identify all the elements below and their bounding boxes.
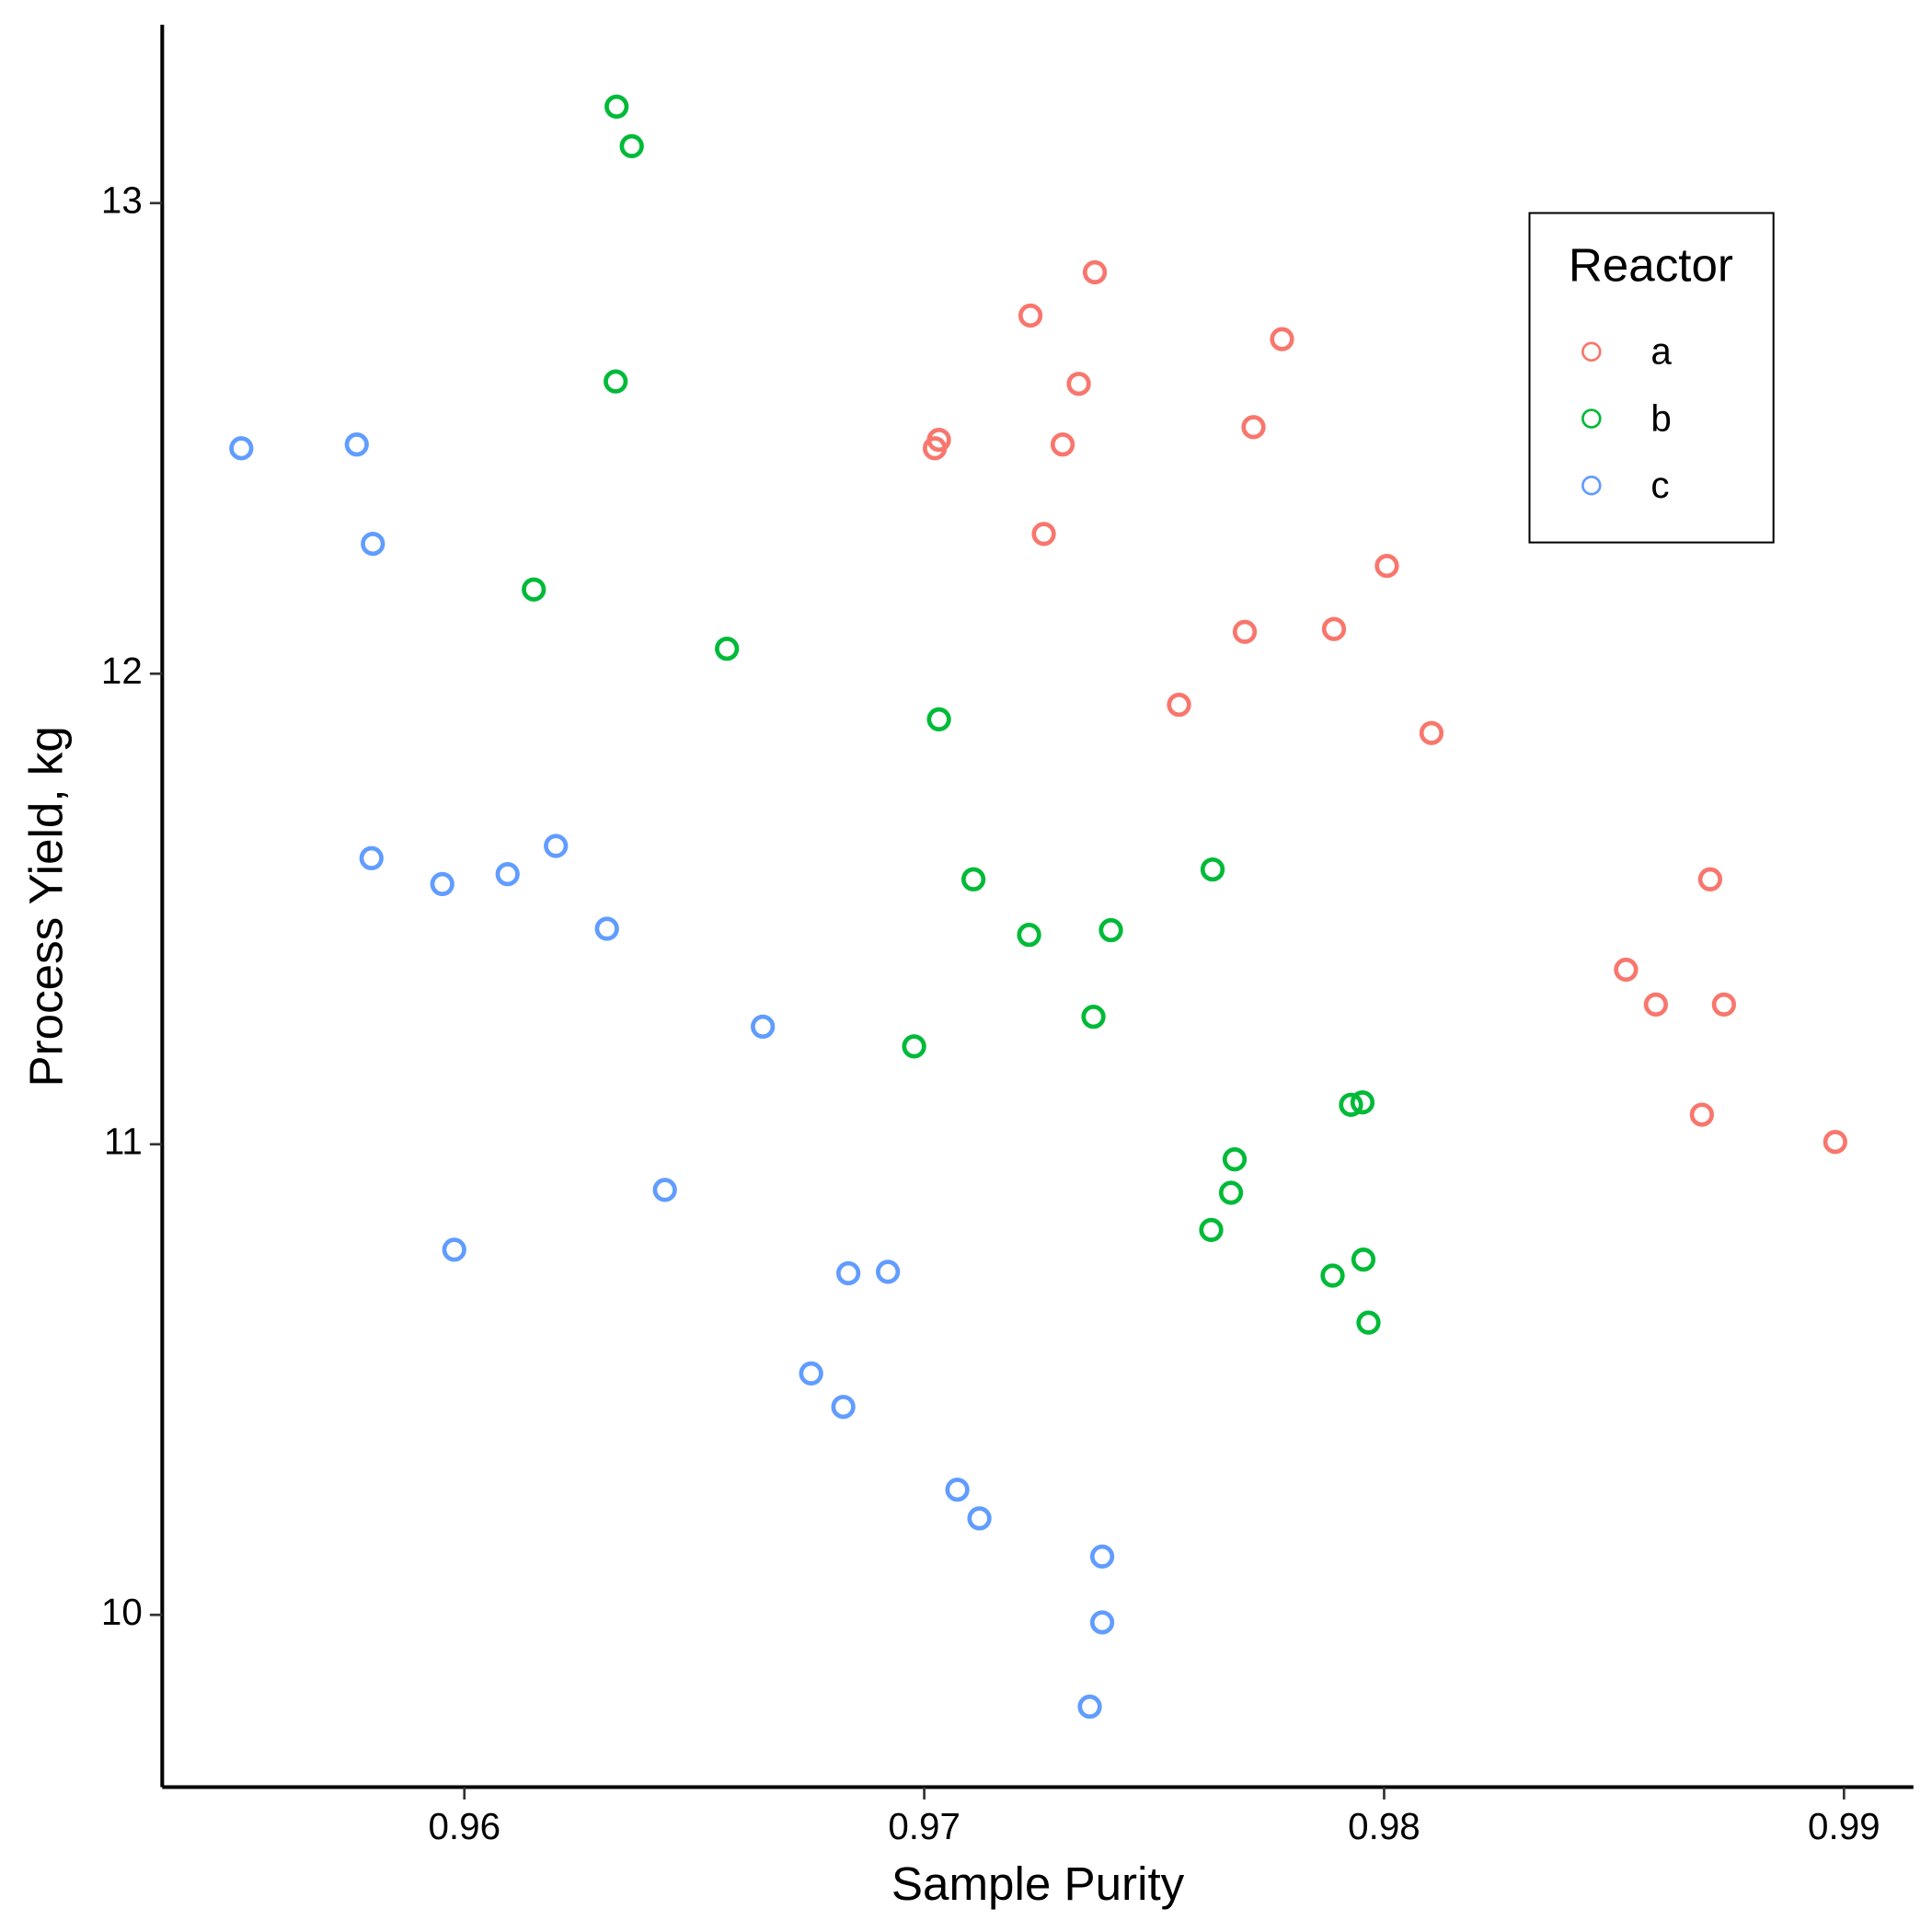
point [967, 1506, 992, 1531]
point [1077, 1694, 1102, 1719]
point [1374, 554, 1399, 579]
point [430, 871, 454, 897]
point [1089, 1610, 1115, 1635]
point [1066, 372, 1091, 397]
point [522, 577, 546, 602]
point [1351, 1247, 1376, 1272]
legend-box [1528, 212, 1775, 544]
point [1017, 923, 1041, 948]
point [926, 707, 951, 732]
legend-label: a [1650, 330, 1672, 373]
point [594, 916, 619, 941]
point [1419, 720, 1444, 745]
point [751, 1014, 776, 1040]
point [922, 436, 948, 461]
point [902, 1034, 926, 1059]
x-tick-label: 0.97 [888, 1805, 960, 1847]
point [1270, 327, 1294, 351]
point [1711, 992, 1736, 1017]
y-axis-label: Process Yield, kg [19, 726, 72, 1087]
point [1823, 1130, 1847, 1155]
point [1200, 857, 1225, 882]
legend-label: b [1650, 397, 1671, 439]
point [1321, 616, 1347, 641]
point [1320, 1263, 1345, 1288]
point [1614, 957, 1639, 983]
legend-marker [1581, 341, 1602, 362]
point [361, 531, 385, 557]
x-tick-label: 0.98 [1348, 1805, 1420, 1847]
y-tick-label: 13 [101, 178, 143, 221]
legend-marker [1581, 408, 1602, 429]
point [1089, 1544, 1115, 1569]
point [1697, 867, 1722, 891]
legend-title: Reactor [1569, 239, 1733, 292]
point [1167, 692, 1191, 718]
point [544, 834, 569, 858]
point [1199, 1217, 1224, 1243]
point [1643, 992, 1669, 1017]
x-tick-label: 0.96 [428, 1805, 500, 1847]
point [1050, 432, 1075, 457]
point [1689, 1102, 1714, 1127]
x-tick-label: 0.99 [1808, 1805, 1880, 1847]
point [229, 436, 254, 461]
legend-label: c [1650, 464, 1669, 506]
point [1222, 1147, 1248, 1172]
point [1082, 259, 1108, 285]
point [604, 369, 628, 394]
point [1031, 522, 1056, 546]
x-axis-label: Sample Purity [891, 1857, 1185, 1910]
point [715, 637, 740, 661]
point [1081, 1005, 1106, 1029]
point [1218, 1180, 1244, 1205]
point [1356, 1310, 1381, 1335]
point [344, 432, 369, 457]
point [836, 1260, 861, 1286]
point [1018, 303, 1043, 328]
point [495, 862, 520, 887]
point [960, 867, 986, 891]
point [799, 1361, 823, 1386]
point [1232, 619, 1258, 644]
point [442, 1237, 466, 1262]
point [1350, 1090, 1375, 1115]
point [1241, 415, 1266, 440]
legend-marker [1581, 475, 1602, 496]
point [945, 1478, 970, 1502]
y-tick-label: 10 [101, 1591, 143, 1633]
point [875, 1259, 901, 1284]
point [831, 1395, 856, 1420]
point [1098, 917, 1123, 943]
point [359, 845, 384, 870]
y-tick-label: 12 [101, 650, 143, 692]
point [604, 94, 629, 120]
point [652, 1178, 677, 1202]
y-tick-label: 11 [104, 1120, 143, 1162]
point [1339, 1092, 1363, 1117]
point [619, 133, 644, 159]
